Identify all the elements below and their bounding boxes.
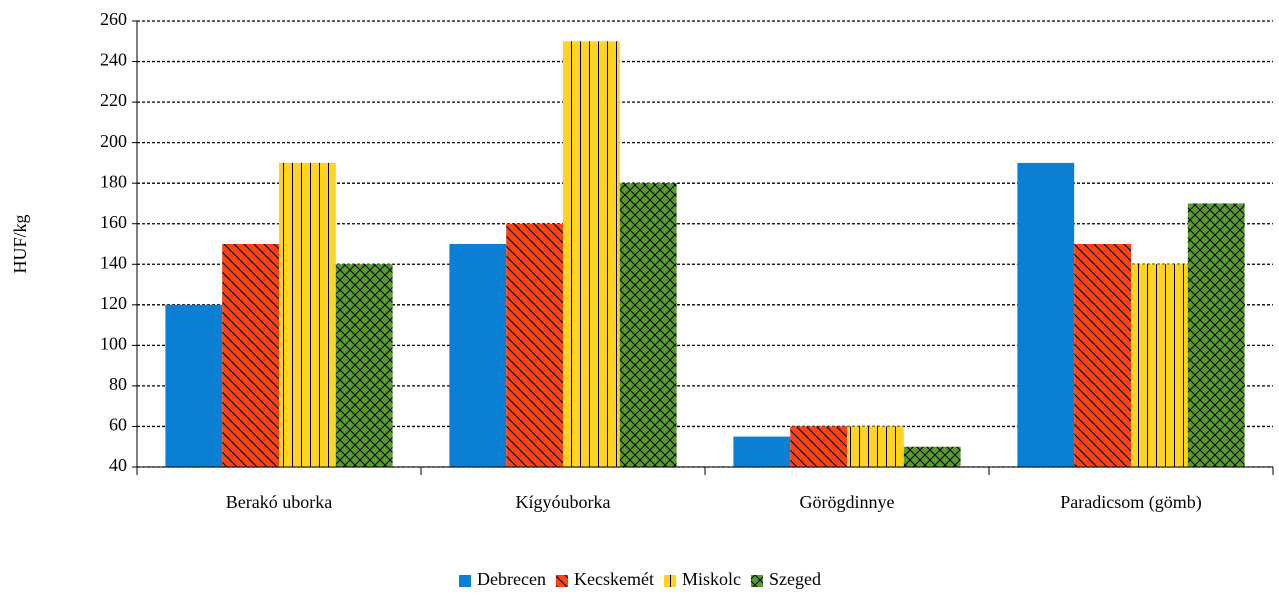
bar [335,264,393,467]
bar [222,244,279,467]
bar [847,426,904,467]
legend-label: Szeged [769,569,821,589]
bar [1131,264,1188,467]
y-tick-label: 60 [109,415,127,435]
bar [790,426,847,467]
legend-swatch [663,575,676,587]
y-tick-label: 180 [100,171,127,191]
y-tick-label: 40 [109,455,127,475]
legend-swatch [459,575,472,587]
bar [903,446,961,467]
bar [1074,244,1131,467]
legend-label: Debrecen [477,569,546,589]
y-tick-label: 140 [100,252,127,272]
y-tick-label: 240 [100,50,127,70]
bar [165,304,223,467]
x-tick-label: Kígyóuborka [516,492,611,512]
legend-swatch [555,575,568,587]
bar [563,41,620,467]
y-tick-label: 220 [100,90,127,110]
y-tick-label: 260 [100,9,127,29]
y-tick-label: 80 [109,374,127,394]
y-tick-label: 200 [100,131,127,151]
legend-label: Miskolc [682,569,741,589]
legend-swatch [750,575,763,587]
bar [1187,203,1245,468]
x-tick-label: Paradicsom (gömb) [1060,492,1201,513]
y-tick-label: 100 [100,333,127,353]
y-tick-label: 160 [100,212,127,232]
y-axis-label: HUF/kg [10,214,30,273]
bar [1017,162,1075,467]
bar [619,183,677,467]
bar [733,436,791,467]
bar [449,244,507,467]
x-tick-label: Görögdinnye [800,492,895,512]
legend-label: Kecskemét [574,569,654,589]
bar [506,223,563,467]
bar [279,162,336,467]
y-tick-label: 120 [100,293,127,313]
x-tick-label: Berakó uborka [226,492,332,512]
